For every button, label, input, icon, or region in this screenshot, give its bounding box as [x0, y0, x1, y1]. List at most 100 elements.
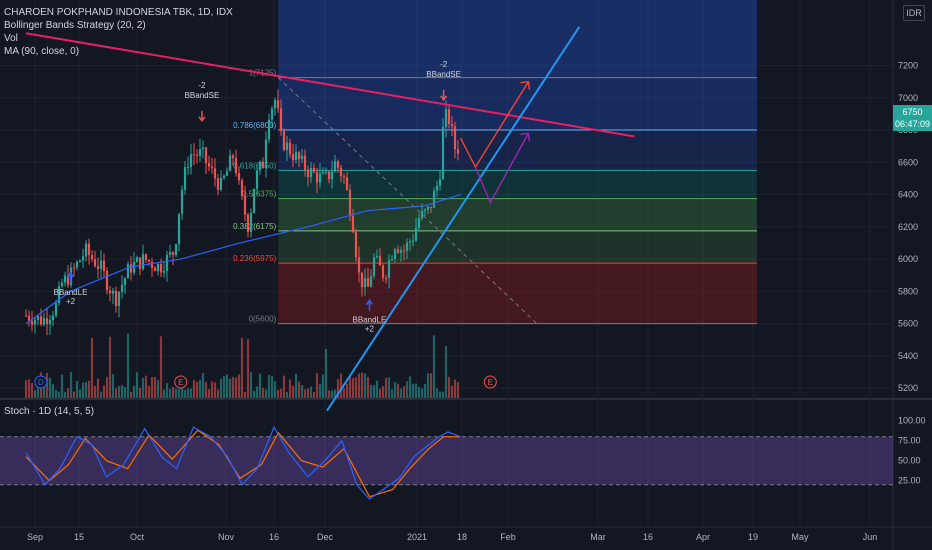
candle-body[interactable]: [225, 170, 229, 176]
candle-body[interactable]: [195, 154, 199, 156]
candle-body[interactable]: [321, 171, 325, 174]
candle-body[interactable]: [216, 178, 220, 190]
candle-body[interactable]: [30, 320, 34, 325]
candle-body[interactable]: [231, 155, 235, 159]
candle-body[interactable]: [159, 264, 163, 273]
candle-body[interactable]: [432, 190, 436, 208]
candle-body[interactable]: [294, 152, 298, 161]
candle-body[interactable]: [429, 206, 433, 208]
candle-body[interactable]: [228, 155, 232, 171]
candle-body[interactable]: [117, 291, 121, 307]
candle-body[interactable]: [387, 260, 391, 278]
candle-body[interactable]: [456, 149, 460, 154]
candle-body[interactable]: [264, 139, 268, 169]
candle-body[interactable]: [165, 254, 169, 272]
candle-body[interactable]: [306, 170, 310, 178]
candle-body[interactable]: [273, 100, 277, 109]
candle-body[interactable]: [333, 161, 337, 172]
candle-body[interactable]: [138, 257, 142, 270]
candle-body[interactable]: [270, 108, 274, 120]
candle-body[interactable]: [51, 315, 55, 320]
candle-body[interactable]: [453, 126, 457, 150]
candle-body[interactable]: [366, 278, 370, 287]
candle-body[interactable]: [33, 319, 37, 325]
candle-body[interactable]: [267, 119, 271, 140]
candle-body[interactable]: [72, 267, 76, 269]
candle-body[interactable]: [150, 261, 154, 268]
candle-body[interactable]: [108, 290, 112, 294]
candle-body[interactable]: [357, 257, 361, 273]
candle-body[interactable]: [156, 264, 160, 272]
candle-body[interactable]: [339, 167, 343, 177]
candle-body[interactable]: [318, 173, 322, 183]
candle-body[interactable]: [288, 142, 292, 155]
candle-body[interactable]: [204, 147, 208, 163]
candle-body[interactable]: [114, 290, 118, 307]
candle-body[interactable]: [258, 161, 262, 171]
candle-body[interactable]: [420, 210, 424, 219]
candle-body[interactable]: [282, 130, 286, 151]
candle-body[interactable]: [450, 124, 454, 127]
candle-body[interactable]: [414, 227, 418, 241]
candle-body[interactable]: [342, 176, 346, 178]
candle-body[interactable]: [384, 277, 388, 279]
candle-body[interactable]: [327, 171, 331, 180]
candle-body[interactable]: [84, 243, 88, 257]
candle-body[interactable]: [168, 251, 172, 255]
candle-body[interactable]: [27, 315, 31, 321]
candle-body[interactable]: [393, 249, 397, 259]
candle-body[interactable]: [42, 318, 46, 325]
candle-body[interactable]: [345, 177, 349, 190]
candle-body[interactable]: [162, 271, 166, 273]
candle-body[interactable]: [405, 242, 409, 251]
candle-body[interactable]: [123, 278, 127, 286]
candle-body[interactable]: [126, 264, 130, 279]
candle-body[interactable]: [411, 240, 415, 242]
candle-body[interactable]: [192, 154, 196, 156]
candle-body[interactable]: [111, 290, 115, 294]
candle-body[interactable]: [60, 282, 64, 287]
candle-body[interactable]: [444, 109, 448, 127]
event-marker[interactable]: [34, 375, 48, 389]
candle-body[interactable]: [399, 250, 403, 253]
candle-body[interactable]: [390, 258, 394, 261]
candle-body[interactable]: [363, 278, 367, 288]
candle-body[interactable]: [186, 166, 190, 168]
candle-body[interactable]: [90, 255, 94, 260]
candle-body[interactable]: [426, 206, 430, 210]
candle-body[interactable]: [75, 261, 79, 268]
candle-body[interactable]: [81, 256, 85, 261]
candle-body[interactable]: [105, 271, 109, 291]
candle-body[interactable]: [132, 262, 136, 273]
candle-body[interactable]: [219, 177, 223, 190]
candle-body[interactable]: [252, 188, 256, 213]
candle-body[interactable]: [276, 100, 280, 109]
candle-body[interactable]: [207, 162, 211, 167]
candle-body[interactable]: [57, 286, 61, 304]
candle-body[interactable]: [315, 172, 319, 183]
candle-body[interactable]: [324, 171, 328, 173]
candle-body[interactable]: [300, 155, 304, 160]
candle-body[interactable]: [297, 152, 301, 160]
candle-body[interactable]: [408, 241, 412, 243]
candle-body[interactable]: [309, 167, 313, 178]
candle-body[interactable]: [183, 167, 187, 190]
candle-body[interactable]: [153, 267, 157, 272]
candle-body[interactable]: [441, 126, 445, 180]
candle-body[interactable]: [279, 108, 283, 131]
candle-body[interactable]: [330, 171, 334, 180]
candle-body[interactable]: [78, 260, 82, 262]
candle-body[interactable]: [369, 276, 373, 287]
candle-body[interactable]: [99, 260, 103, 269]
candle-body[interactable]: [237, 173, 241, 181]
ma-label[interactable]: MA (90, close, 0): [4, 46, 80, 57]
stoch-legend[interactable]: Stoch · 1D (14, 5, 5): [4, 406, 95, 417]
candle-body[interactable]: [54, 303, 58, 316]
candle-body[interactable]: [417, 218, 421, 228]
candle-body[interactable]: [96, 266, 100, 269]
candle-body[interactable]: [222, 175, 226, 178]
candle-body[interactable]: [336, 161, 340, 168]
candle-body[interactable]: [348, 189, 352, 216]
candle-body[interactable]: [36, 316, 40, 320]
